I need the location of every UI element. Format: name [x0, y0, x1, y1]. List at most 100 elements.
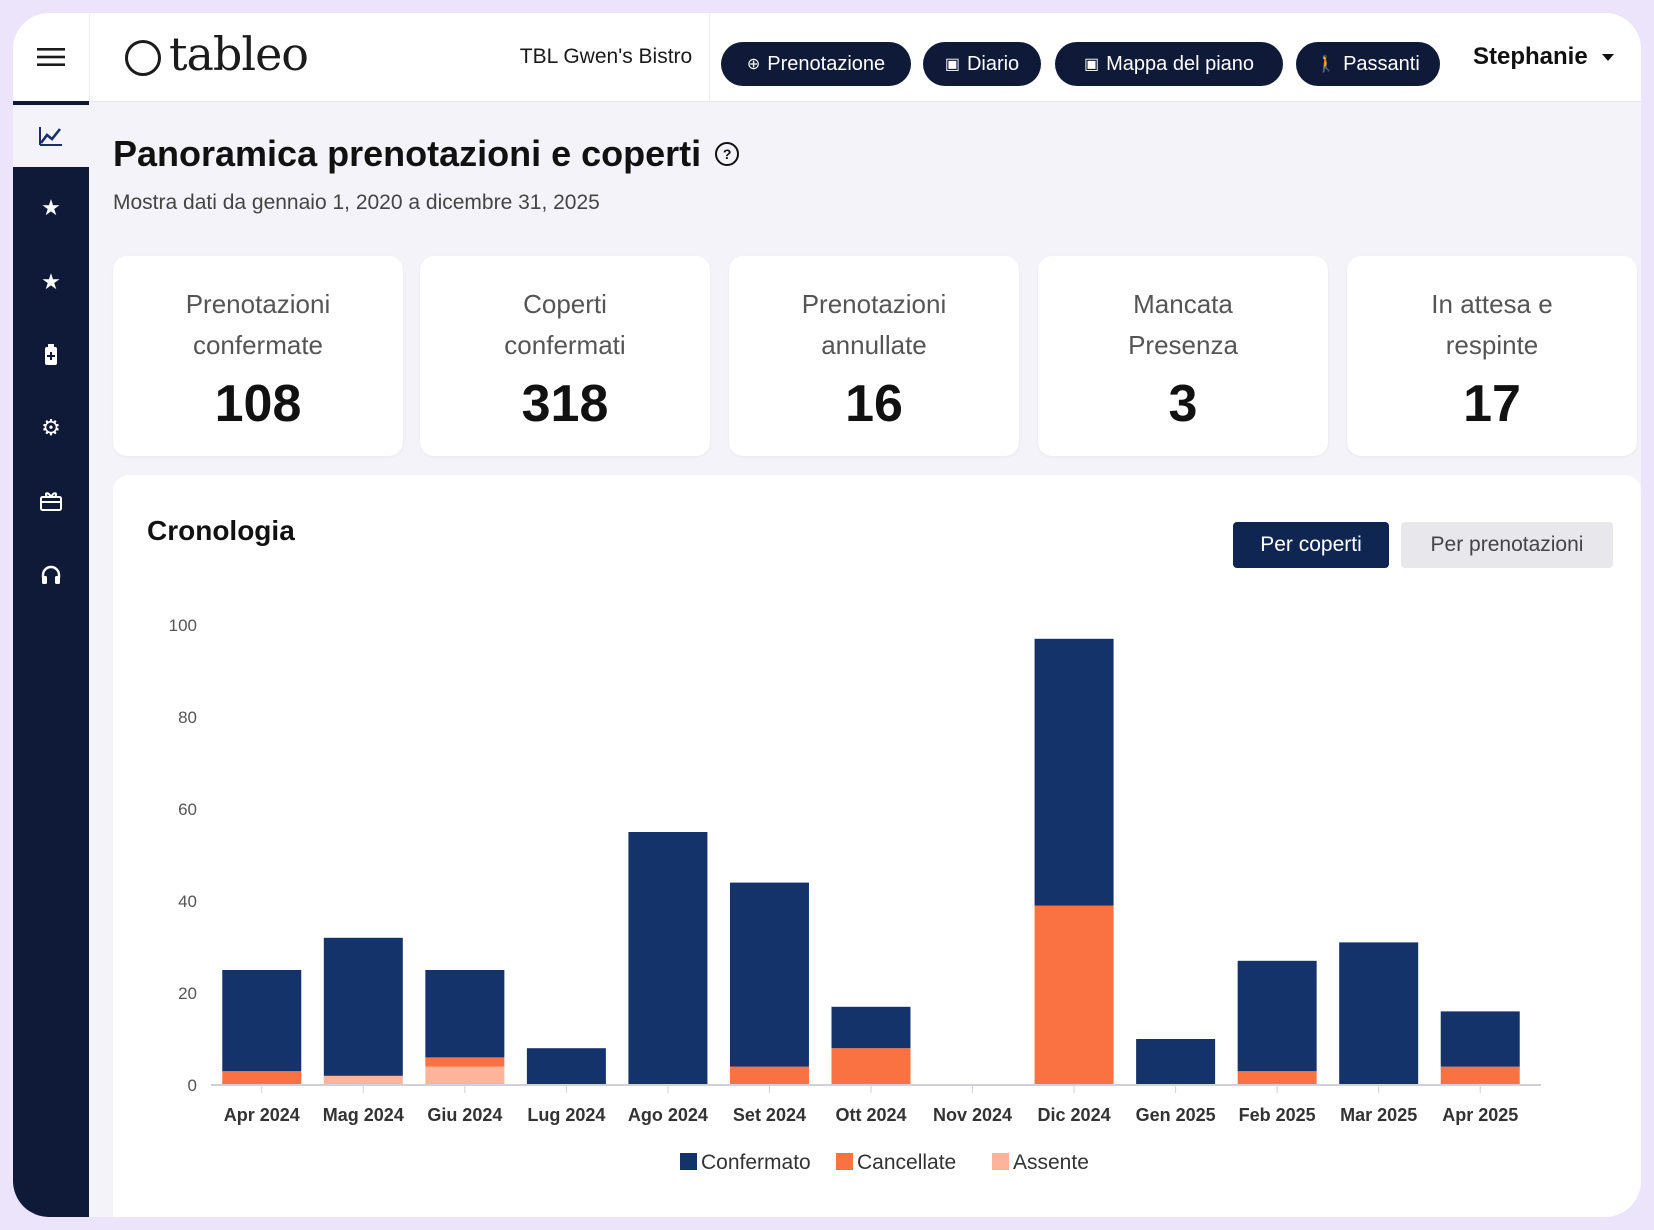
- x-tick-label: Nov 2024: [933, 1105, 1012, 1125]
- user-name: Stephanie: [1473, 43, 1588, 70]
- bar-confermato: [323, 937, 403, 1076]
- page-title-text: Panoramica prenotazioni e coperti: [113, 133, 702, 174]
- date-range-text: Mostra dati da gennaio 1, 2020 a dicembr…: [113, 191, 600, 214]
- gift-icon: [40, 492, 62, 511]
- x-tick-label: Apr 2025: [1442, 1105, 1518, 1125]
- app-frame: tableo TBL Gwen's Bistro ⊕ Prenotazione …: [13, 13, 1641, 1217]
- stat-card-no-show: Mancata Presenza 3: [1038, 256, 1328, 456]
- x-tick-label: Mag 2024: [323, 1105, 404, 1125]
- legend-swatch: [992, 1153, 1009, 1170]
- walk-ins-label: Passanti: [1343, 52, 1420, 75]
- bar-confermato: [628, 832, 708, 1085]
- stat-value: 17: [1463, 375, 1521, 433]
- y-tick-label: 80: [178, 708, 197, 727]
- bar-confermato: [1339, 942, 1419, 1085]
- stat-label-line: Prenotazioni: [801, 289, 947, 319]
- logo-ring-icon: [125, 40, 161, 76]
- legend-label: Assente: [1013, 1151, 1089, 1174]
- stat-value: 16: [845, 375, 903, 433]
- x-tick-label: Gen 2025: [1136, 1105, 1216, 1125]
- x-tick-label: Apr 2024: [224, 1105, 300, 1125]
- stat-label-line: Prenotazioni: [185, 289, 331, 319]
- bar-confermato: [222, 970, 302, 1072]
- x-tick-label: Feb 2025: [1239, 1105, 1316, 1125]
- bar-confermato: [425, 970, 505, 1058]
- by-covers-toggle[interactable]: Per coperti: [1233, 522, 1389, 568]
- walk-ins-button[interactable]: 🚶 Passanti: [1296, 42, 1440, 86]
- star-icon: ★: [41, 269, 61, 294]
- stat-card-cancelled-reservations: Prenotazioni annullate 16: [729, 256, 1019, 456]
- sidebar-item-support[interactable]: [13, 544, 89, 606]
- stat-label: Prenotazioni annullate: [729, 284, 1019, 366]
- sidebar-item-settings[interactable]: ⚙: [13, 397, 89, 459]
- stat-label: Prenotazioni confermate: [113, 284, 403, 366]
- legend-label: Confermato: [701, 1151, 811, 1174]
- caret-down-icon: [1601, 53, 1614, 61]
- stat-label-line: Coperti: [523, 289, 607, 319]
- by-reservations-toggle[interactable]: Per prenotazioni: [1401, 522, 1613, 568]
- venue-name: TBL Gwen's Bistro: [503, 13, 710, 101]
- floor-map-button[interactable]: ▣ Mappa del piano: [1055, 42, 1283, 86]
- headset-icon: [41, 565, 61, 584]
- star-icon: ★: [41, 195, 61, 220]
- calendar-icon: ▣: [1083, 56, 1100, 73]
- user-menu[interactable]: Stephanie: [1473, 13, 1614, 101]
- bar-confermato: [1136, 1039, 1216, 1085]
- stat-label-line: Mancata: [1133, 289, 1233, 319]
- new-reservation-button[interactable]: ⊕ Prenotazione: [721, 42, 911, 86]
- x-tick-label: Mar 2025: [1340, 1105, 1417, 1125]
- bar-cancellate: [1440, 1066, 1520, 1085]
- stat-value: 108: [214, 375, 302, 433]
- menu-icon[interactable]: [13, 13, 90, 101]
- x-tick-label: Ott 2024: [835, 1105, 906, 1125]
- sidebar-item-dashboard[interactable]: [13, 105, 89, 167]
- top-bar: tableo TBL Gwen's Bistro ⊕ Prenotazione …: [13, 13, 1641, 102]
- stat-label-line: annullate: [821, 330, 927, 360]
- y-tick-label: 60: [178, 800, 197, 819]
- stat-label-line: respinte: [1445, 330, 1539, 360]
- y-tick-label: 40: [178, 892, 197, 911]
- bar-confermato: [729, 882, 809, 1067]
- bar-confermato: [526, 1048, 606, 1085]
- logo: tableo: [125, 27, 309, 81]
- stat-card-pending-rejected: In attesa e respinte 17: [1347, 256, 1637, 456]
- stat-label-line: confermate: [192, 330, 324, 360]
- chart-icon: [39, 127, 62, 146]
- y-tick-label: 100: [169, 616, 197, 635]
- timeline-panel: 0 20 40 60 80 100 Apr 2024 Mag 2024 Giu 2024 Lug …: [113, 475, 1641, 1217]
- bar-assente: [425, 1066, 505, 1085]
- x-tick-label: Lug 2024: [527, 1105, 605, 1125]
- help-icon[interactable]: ?: [715, 142, 740, 166]
- bar-assente: [323, 1075, 403, 1085]
- stat-label-line: Presenza: [1128, 330, 1238, 360]
- legend-swatch: [680, 1153, 697, 1170]
- stat-label: Mancata Presenza: [1038, 284, 1328, 366]
- gear-icon: ⚙: [41, 415, 61, 440]
- x-tick-label: Dic 2024: [1038, 1105, 1111, 1125]
- diary-label: Diario: [966, 52, 1020, 75]
- bar-confermato: [1237, 960, 1317, 1072]
- x-tick-label: Ago 2024: [628, 1105, 708, 1125]
- bar-cancellate: [1034, 905, 1114, 1085]
- bar-cancellate: [831, 1048, 911, 1085]
- new-reservation-label: Prenotazione: [767, 52, 886, 75]
- x-tick-label: Giu 2024: [427, 1105, 502, 1125]
- bar-confermato: [1440, 1011, 1520, 1067]
- calendar-icon: ▣: [944, 56, 960, 73]
- plus-circle-icon: ⊕: [746, 56, 761, 73]
- bar-cancellate: [729, 1066, 809, 1085]
- bar-cancellate: [222, 1071, 302, 1085]
- sidebar-item-favorites[interactable]: ★: [13, 251, 89, 313]
- diary-button[interactable]: ▣ Diario: [923, 42, 1041, 86]
- sidebar-item-reviews[interactable]: ★: [13, 177, 89, 239]
- stat-label-line: In attesa e: [1431, 289, 1553, 319]
- stat-value: 3: [1168, 375, 1198, 433]
- stat-card-confirmed-reservations: Prenotazioni confermate 108: [113, 256, 403, 456]
- x-tick-label: Set 2024: [733, 1105, 806, 1125]
- bar-cancellate: [425, 1057, 505, 1067]
- sidebar-item-health[interactable]: [13, 324, 89, 386]
- stat-value: 318: [521, 375, 609, 433]
- walking-person-icon: 🚶: [1316, 56, 1337, 73]
- sidebar-item-gifts[interactable]: [13, 470, 89, 532]
- sidebar: ★ ★ ⚙: [13, 101, 89, 1217]
